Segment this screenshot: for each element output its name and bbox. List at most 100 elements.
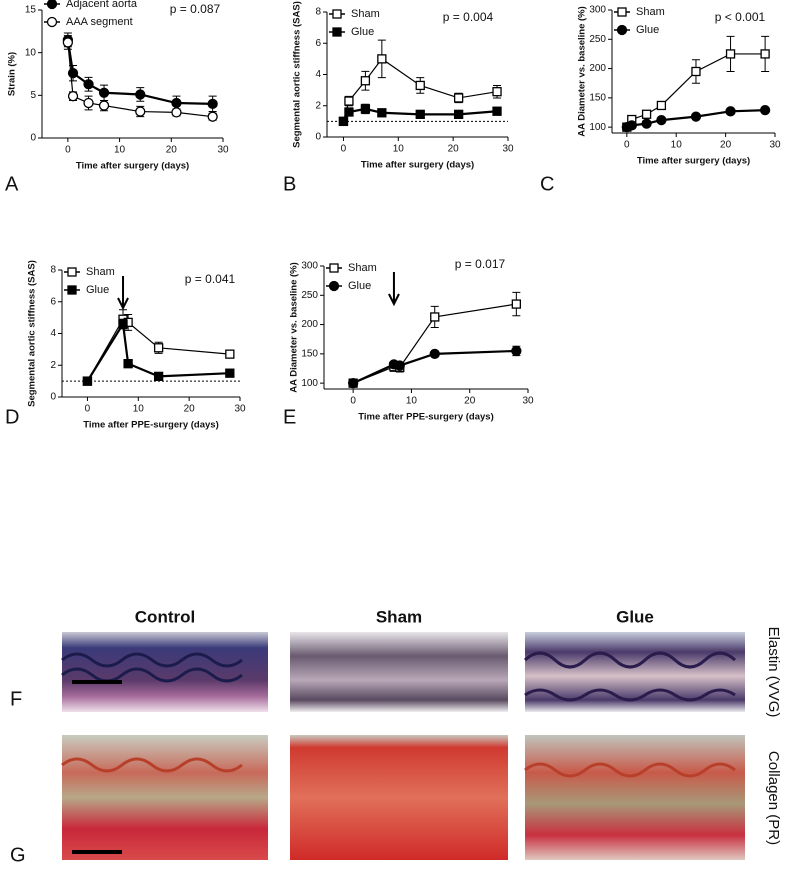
marker	[347, 377, 359, 389]
legend-marker	[617, 7, 627, 17]
legend-marker	[46, 0, 58, 10]
y-tick-label: 5	[30, 90, 36, 101]
x-tick-label: 0	[341, 144, 347, 155]
fiber	[61, 652, 243, 683]
panel-label: F	[10, 688, 22, 710]
marker	[338, 116, 349, 127]
legend-marker	[67, 285, 77, 295]
marker	[656, 114, 667, 126]
panel-label: A	[5, 173, 19, 195]
marker	[344, 96, 354, 106]
marker	[67, 91, 79, 102]
legend-label: Sham	[86, 266, 115, 278]
marker	[415, 80, 425, 91]
marker	[83, 79, 94, 90]
y-tick-label: 0	[50, 392, 56, 403]
y-tick-label: 300	[589, 5, 606, 16]
panel-label: B	[283, 173, 296, 195]
marker	[360, 76, 371, 86]
y-tick-label: 150	[589, 92, 606, 103]
y-tick-label: 8	[315, 7, 321, 18]
marker	[82, 376, 93, 386]
x-tick-label: 0	[65, 145, 71, 156]
y-tick-label: 300	[301, 261, 318, 272]
marker	[207, 98, 218, 110]
y-tick-label: 15	[25, 5, 37, 16]
marker	[377, 54, 387, 64]
marker	[429, 348, 440, 360]
y-axis-label: Segmental aortic stiffness (SAS)	[292, 1, 303, 148]
y-tick-label: 200	[589, 63, 606, 74]
marker	[171, 107, 182, 118]
x-tick-label: 20	[184, 404, 196, 415]
x-axis-label: Time after PPE-surgery (days)	[358, 412, 494, 423]
y-tick-label: 250	[301, 290, 318, 301]
marker	[725, 49, 736, 59]
y-tick-label: 4	[315, 69, 321, 80]
y-tick-label: 200	[301, 319, 318, 330]
image-control-collagen	[62, 735, 268, 860]
marker	[377, 108, 387, 118]
marker	[153, 343, 164, 353]
chart-panel: 100 150 200 250 300 0 10 20 30 Time after PPE-sur…	[283, 257, 534, 428]
marker	[690, 111, 702, 122]
marker	[641, 118, 652, 129]
chart-panel: 0 2 4 6 8 0 10 20 30 Time after surgery (days) Seg…	[283, 1, 514, 195]
marker	[98, 100, 110, 111]
marker	[760, 49, 770, 59]
marker	[344, 107, 354, 117]
annotation: p = 0.041	[185, 272, 236, 286]
y-tick-label: 2	[50, 360, 56, 371]
legend-marker	[329, 263, 339, 273]
y-tick-label: 100	[589, 122, 606, 133]
legend-label: Sham	[348, 262, 377, 274]
marker	[430, 312, 440, 322]
marker	[83, 97, 94, 109]
panel-label: D	[5, 406, 19, 428]
marker	[135, 89, 146, 100]
x-tick-label: 30	[502, 144, 514, 155]
x-tick-label: 0	[624, 140, 630, 151]
scale-bar	[72, 680, 122, 684]
legend-label: Sham	[351, 8, 380, 20]
row-label: Elastin (VVG)	[765, 627, 782, 718]
panel-label: G	[10, 844, 26, 866]
x-tick-label: 20	[166, 145, 178, 156]
x-tick-label: 10	[671, 140, 683, 151]
image-glue-collagen	[525, 735, 745, 860]
marker	[394, 360, 405, 371]
chart-panel: 0 5 10 15 0 10 20 30 Time after surgery (days) St…	[5, 0, 229, 195]
marker	[118, 319, 128, 329]
x-tick-label: 10	[114, 145, 126, 156]
marker	[656, 100, 667, 111]
x-axis-label: Time after surgery (days)	[637, 156, 750, 167]
x-axis-label: Time after PPE-surgery (days)	[83, 420, 219, 431]
x-tick-label: 10	[406, 396, 418, 407]
y-tick-label: 2	[315, 100, 321, 111]
x-tick-label: 10	[393, 144, 405, 155]
panel-label: E	[283, 406, 296, 428]
marker	[725, 106, 736, 117]
legend-marker	[332, 9, 342, 19]
x-tick-label: 20	[464, 396, 476, 407]
y-tick-label: 100	[301, 378, 318, 389]
histology-images: Control Sham Glue Elastin (VVG) Collagen…	[10, 607, 782, 866]
marker	[67, 67, 79, 79]
y-axis-label: AA Diameter vs. baseline (%)	[289, 262, 300, 393]
legend-marker	[616, 24, 628, 36]
marker	[759, 105, 771, 116]
y-tick-label: 6	[315, 38, 321, 49]
annotation: p = 0.087	[170, 2, 221, 16]
fiber	[61, 757, 736, 778]
legend-marker	[46, 16, 58, 28]
x-tick-label: 30	[522, 396, 534, 407]
scale-bar	[72, 850, 122, 854]
panel-label: C	[540, 173, 554, 195]
column-title: Sham	[376, 607, 422, 626]
marker	[626, 120, 637, 131]
image-sham-elastin	[290, 632, 508, 712]
image-sham-collagen	[290, 735, 508, 860]
column-title: Control	[135, 607, 195, 626]
y-axis-label: AA Diameter vs. baseline (%)	[577, 6, 588, 137]
